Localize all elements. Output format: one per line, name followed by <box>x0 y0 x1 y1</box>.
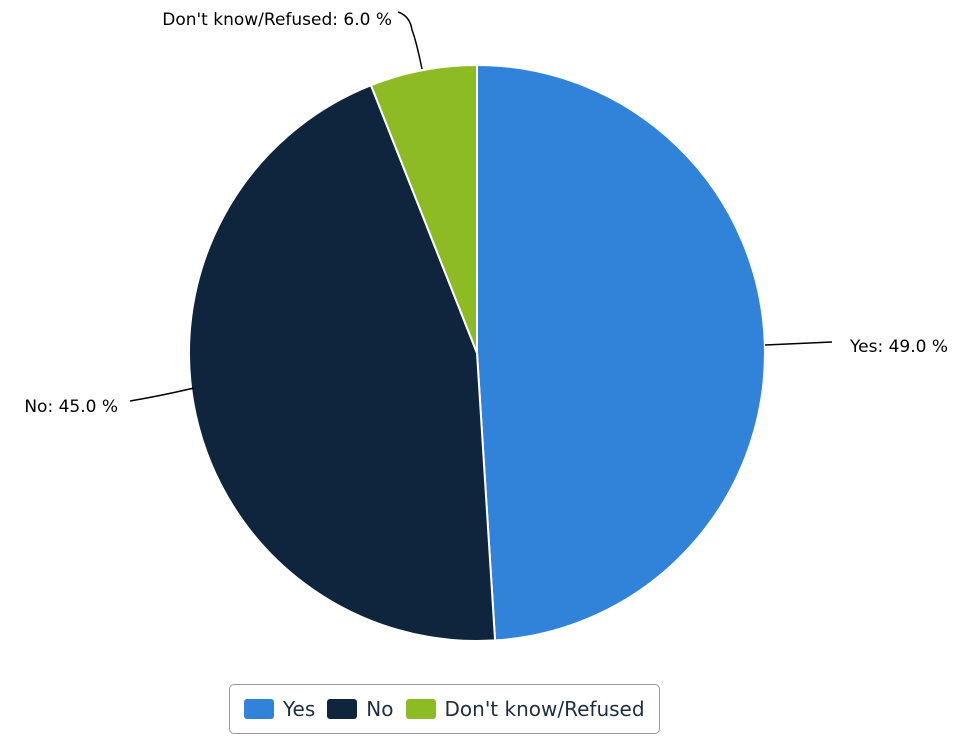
legend-label-no: No <box>366 697 393 721</box>
legend: Yes No Don't know/Refused <box>229 684 660 734</box>
pie-slice-yes[interactable] <box>477 65 765 640</box>
slice-data-label: No: 45.0 % <box>24 397 118 417</box>
slice-data-label: Yes: 49.0 % <box>849 337 948 357</box>
legend-swatch-no <box>327 699 357 719</box>
label-connector <box>765 342 832 345</box>
legend-swatch-yes <box>244 699 274 719</box>
legend-label-yes: Yes <box>283 697 315 721</box>
pie-slices <box>189 65 765 641</box>
label-connector <box>130 388 194 401</box>
label-connector <box>398 12 422 69</box>
legend-item-yes[interactable]: Yes <box>244 697 315 721</box>
slice-data-label: Don't know/Refused: 6.0 % <box>162 10 392 30</box>
legend-label-dont-know: Don't know/Refused <box>445 697 645 721</box>
legend-swatch-dont-know <box>406 699 436 719</box>
legend-item-no[interactable]: No <box>327 697 393 721</box>
legend-item-dont-know[interactable]: Don't know/Refused <box>406 697 645 721</box>
